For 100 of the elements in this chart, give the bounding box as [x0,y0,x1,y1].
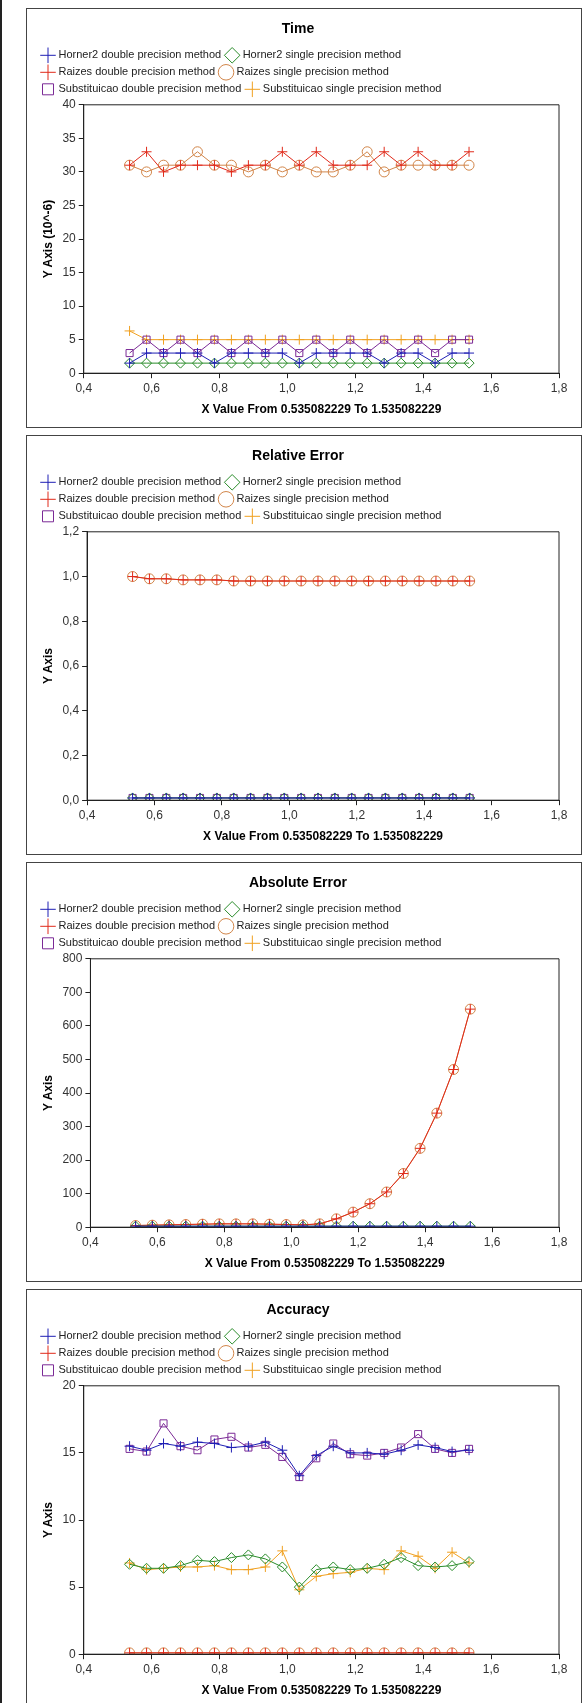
point [261,1440,270,1449]
x-tick-label: 0,8 [211,380,229,395]
y-tick-label: 0,6 [62,658,80,673]
x-tick-label: 1,4 [414,1661,432,1676]
point [242,1564,254,1576]
point [225,1564,237,1576]
point [259,1436,271,1448]
chart-title: Absolute Error [248,874,348,891]
point [278,1452,287,1461]
point [446,1546,458,1558]
legend-label: Horner2 double precision method [58,902,222,915]
y-tick-label: 15 [62,264,77,279]
point [141,357,153,369]
point [414,1430,423,1439]
legend-label: Substituicao double precision method [58,509,242,522]
point [276,347,288,359]
point [327,159,339,171]
point [395,1444,407,1456]
chart-title: Relative Error [252,447,345,464]
y-axis-title: Y Axis (10^-6) [40,199,55,279]
point [310,357,322,369]
point [361,159,373,171]
point [361,146,373,158]
point [225,334,237,346]
x-tick-label: 1,8 [550,1234,568,1249]
chart-title: Accuracy [266,1301,330,1318]
point [191,159,203,171]
point [361,357,373,369]
legend-label: Horner2 double precision method [58,48,222,61]
legend-label: Substituicao single precision method [262,82,442,95]
point [429,334,441,346]
point [327,166,339,178]
point [242,1549,254,1561]
point [141,146,153,158]
point [158,357,170,369]
x-tick-label: 1,2 [346,1661,364,1676]
point [310,1570,322,1582]
point [310,146,322,158]
point [310,1564,322,1576]
point [208,1560,220,1572]
legend-label: Horner2 single precision method [242,1329,402,1342]
x-tick-label: 0,6 [149,1234,167,1249]
y-tick-label: 40 [62,97,77,112]
point [175,357,186,369]
y-tick-label: 0 [69,365,77,380]
point [276,1545,288,1557]
point [412,1439,424,1451]
point [295,349,304,358]
y-tick-label: 0 [75,1219,83,1234]
point [158,159,170,171]
point [327,1568,339,1580]
point [125,349,134,358]
x-tick-label: 1,2 [346,380,364,395]
point [259,357,271,369]
point [327,1561,339,1573]
y-tick-label: 700 [62,984,83,999]
point [242,347,254,359]
point [242,166,254,178]
point [310,347,322,359]
y-tick-label: 5 [69,1579,77,1594]
legend-label: Raizes double precision method [58,1346,216,1359]
point [259,334,271,346]
point [463,146,475,158]
point [412,1550,424,1562]
point [327,334,339,346]
y-tick-label: 10 [62,1512,77,1527]
point [463,159,475,171]
legend-label: Substituicao single precision method [262,1363,442,1376]
point [225,357,237,369]
y-tick-label: 30 [62,164,77,179]
y-axis-title: Y Axis [40,1074,55,1112]
point [191,146,203,158]
x-tick-label: 0,8 [211,1661,229,1676]
legend-label: Substituicao single precision method [262,936,442,949]
point [327,357,339,369]
x-tick-label: 1,4 [416,1234,434,1249]
x-tick-label: 1,4 [415,807,433,822]
legend-label: Raizes double precision method [58,492,216,505]
point [225,166,237,178]
legend-label: Raizes double precision method [58,65,216,78]
point [276,1444,288,1456]
y-tick-label: 300 [62,1118,83,1133]
x-tick-label: 0,8 [213,807,231,822]
y-tick-label: 20 [62,1378,77,1393]
point [395,357,407,369]
point [141,166,153,178]
y-tick-label: 0,2 [62,747,80,762]
x-tick-label: 1,0 [279,1661,297,1676]
point [158,334,170,346]
y-axis-title: Y Axis [40,647,55,685]
x-tick-label: 0,4 [82,1234,100,1249]
point [412,347,424,359]
y-axis-title: Y Axis [40,1501,55,1539]
point [276,146,288,158]
legend-label: Substituicao double precision method [58,82,242,95]
point [395,1545,407,1557]
x-tick-label: 1,0 [282,1234,300,1249]
point [344,357,356,369]
point [463,357,475,369]
x-tick-label: 1,6 [483,1234,501,1249]
